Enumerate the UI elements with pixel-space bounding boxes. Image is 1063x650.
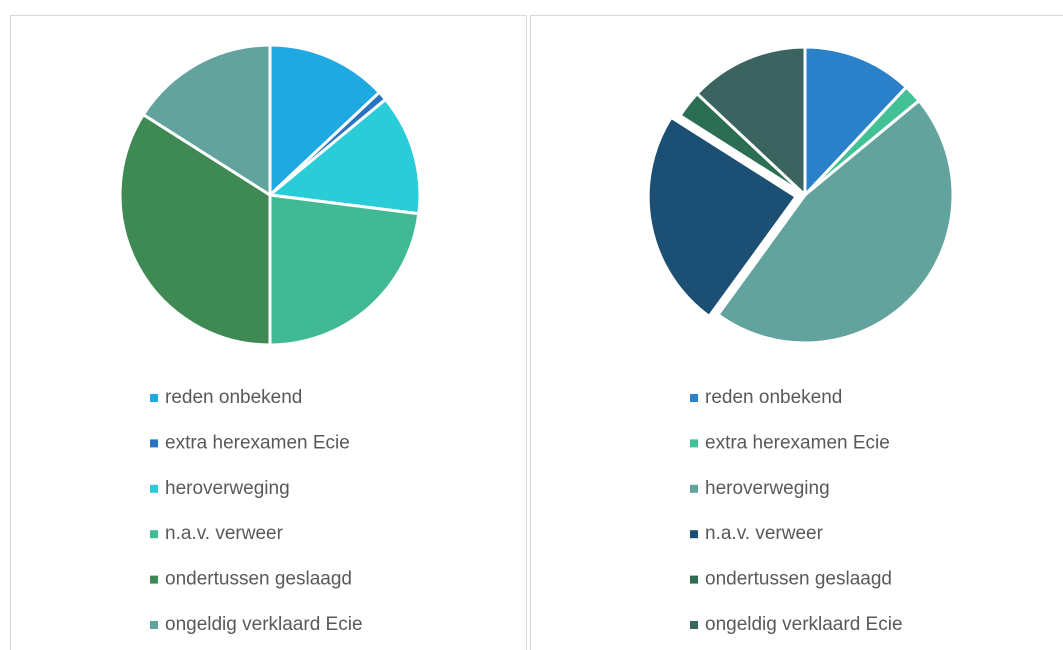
legend-swatch xyxy=(690,530,698,539)
legend-swatch xyxy=(150,439,158,448)
legend-label: reden onbekend xyxy=(705,387,842,408)
legend-label: ondertussen geslaagd xyxy=(165,569,352,590)
pie-slice xyxy=(695,45,807,197)
panel xyxy=(10,15,527,650)
legend-label: heroverweging xyxy=(165,478,290,499)
legend-label: extra herexamen Ecie xyxy=(705,432,890,453)
legend-label: ongeldig verklaard Ecie xyxy=(165,614,363,635)
panel xyxy=(530,15,1063,650)
legend-swatch xyxy=(690,484,698,493)
pie-slice xyxy=(268,97,422,216)
legend-swatch xyxy=(150,394,158,402)
legend-label: ondertussen geslaagd xyxy=(705,569,892,590)
pie-slice xyxy=(268,193,421,347)
legend-label: ongeldig verklaard Ecie xyxy=(705,614,903,635)
pie-slice xyxy=(803,45,908,197)
legend-swatch xyxy=(150,530,158,539)
legend-swatch xyxy=(690,394,698,402)
legend-swatch xyxy=(150,621,158,629)
legend-swatch xyxy=(690,439,698,448)
pie-slice xyxy=(646,115,798,318)
legend-swatch xyxy=(150,575,158,584)
legend-label: heroverweging xyxy=(705,478,830,499)
pie-slice xyxy=(141,43,272,197)
pie-slice xyxy=(716,99,955,345)
pie-slice xyxy=(268,43,381,197)
legend-label: n.a.v. verweer xyxy=(165,523,284,544)
legend-swatch xyxy=(150,484,158,493)
legend-label: n.a.v. verweer xyxy=(705,523,824,544)
legend-swatch xyxy=(690,575,698,584)
legend-label: extra herexamen Ecie xyxy=(165,432,350,453)
legend-label: reden onbekend xyxy=(165,387,302,408)
legend-swatch xyxy=(690,621,698,629)
